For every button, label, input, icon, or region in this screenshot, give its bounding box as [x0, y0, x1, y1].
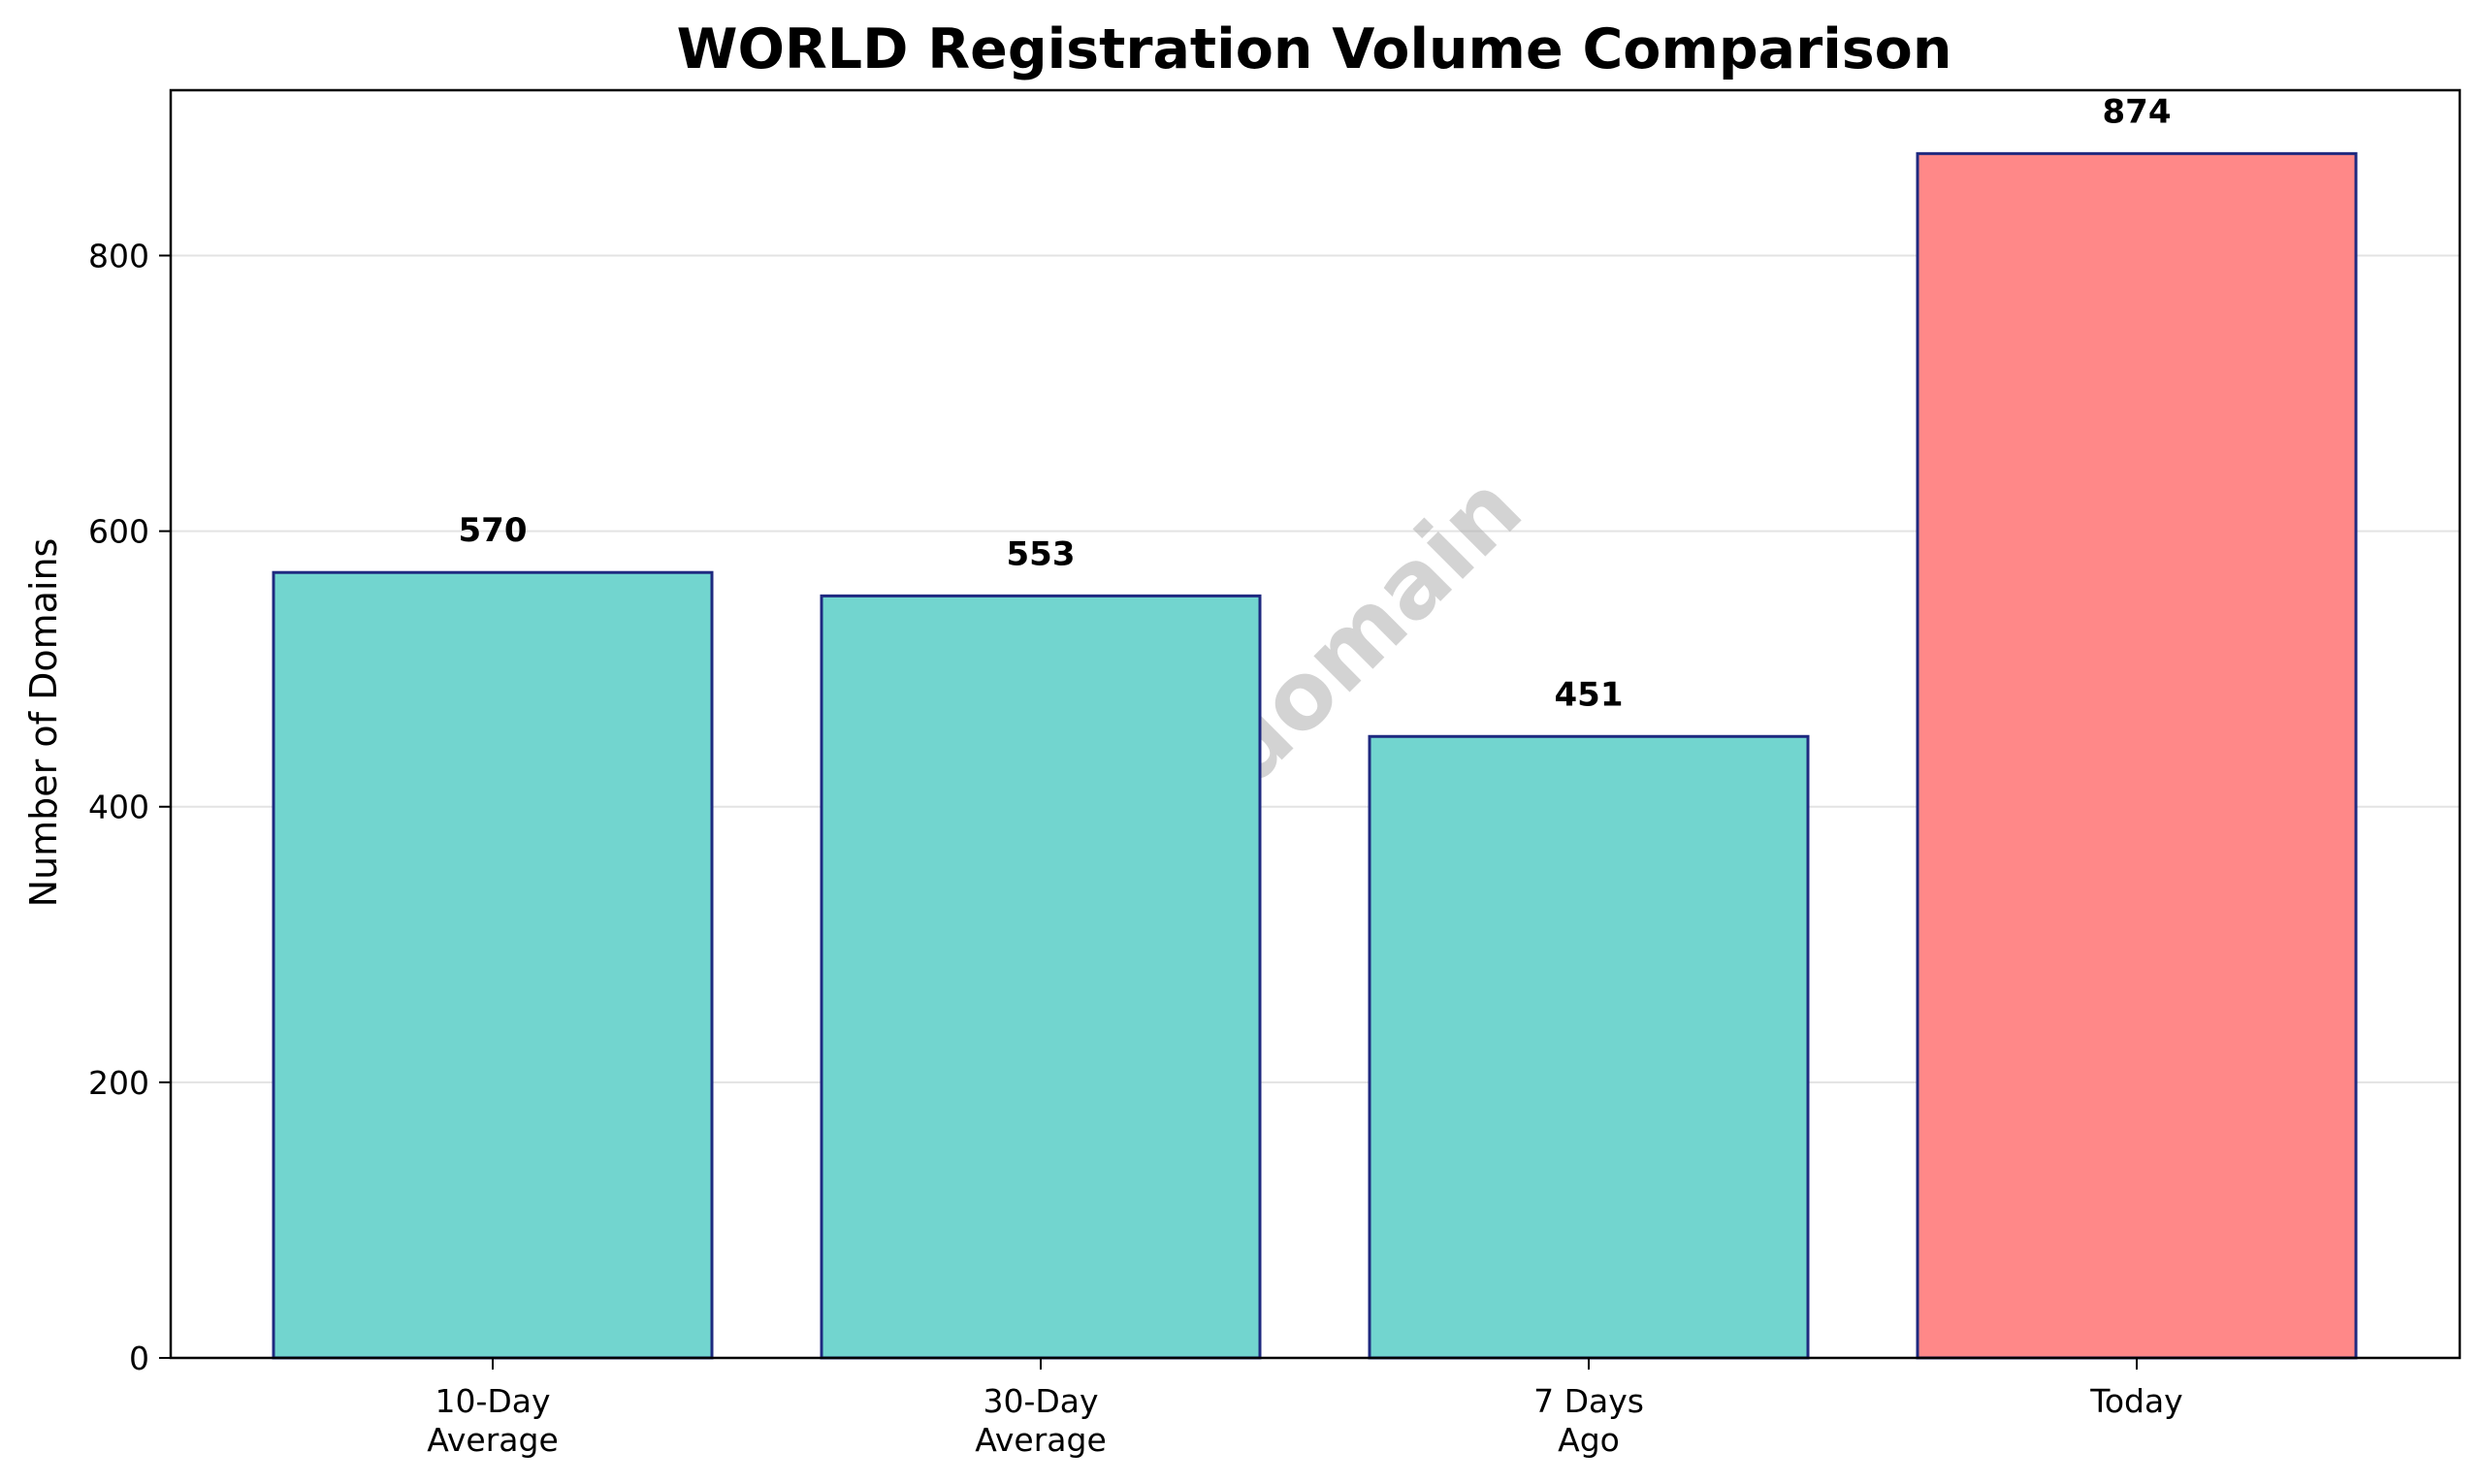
bars: [272, 151, 2358, 1360]
y-tick-label-400: 400: [88, 789, 149, 826]
data-labels: 570 553 451 874: [459, 92, 2172, 714]
data-label-0: 570: [459, 511, 528, 550]
x-tick-label-3: Today: [2089, 1382, 2182, 1420]
bar-3: [1916, 151, 2358, 1360]
y-tick-label-800: 800: [88, 237, 149, 274]
bar-1: [820, 594, 1262, 1360]
y-tick-label-200: 200: [88, 1064, 149, 1102]
y-tick-label-0: 0: [129, 1339, 149, 1377]
data-label-2: 451: [1555, 675, 1624, 714]
x-tick-label-1: 30-Day Average: [975, 1382, 1107, 1459]
y-axis-label: Number of Domains: [22, 538, 65, 908]
data-label-3: 874: [2103, 92, 2172, 131]
plot-frame: [169, 88, 2462, 1360]
bar-0: [272, 570, 714, 1360]
chart-title: WORLD Registration Volume Comparison: [677, 17, 1952, 81]
x-tick-label-2: 7 Days Ago: [1533, 1382, 1644, 1459]
x-tick-label-0: 10-Day Average: [427, 1382, 559, 1459]
axes: 10-Day Average 30-Day Average 7 Days Ago Today…: [88, 88, 2462, 1459]
bar-2: [1368, 734, 1810, 1360]
data-label-1: 553: [1007, 534, 1076, 573]
y-tick-label-600: 600: [88, 513, 149, 551]
